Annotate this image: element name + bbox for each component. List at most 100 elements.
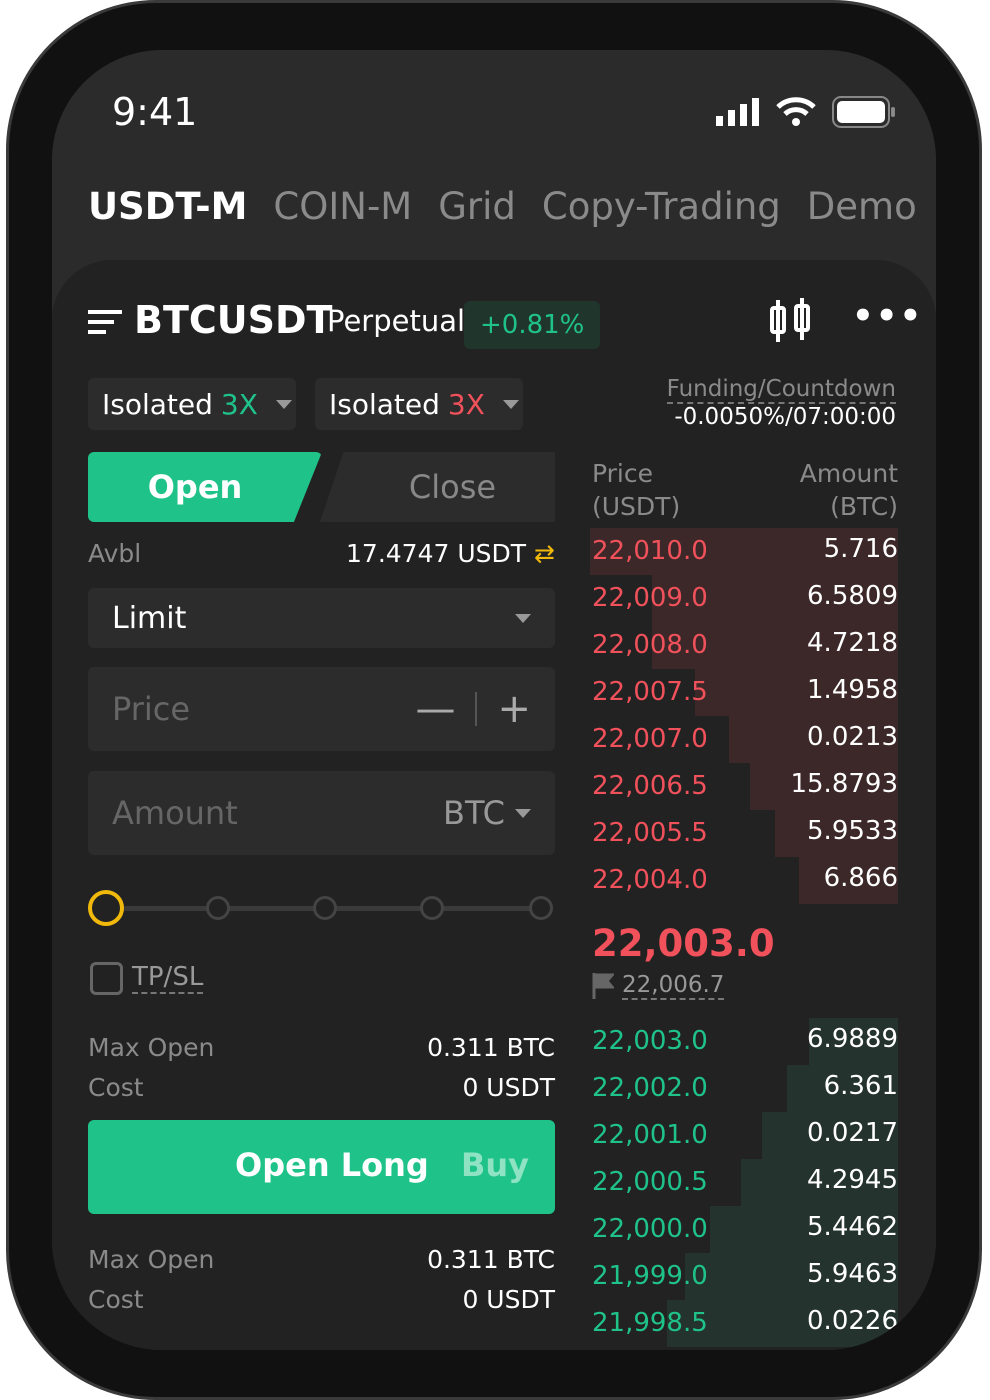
depth-bar xyxy=(651,622,898,669)
slider-step[interactable] xyxy=(313,896,337,920)
caret-down-icon xyxy=(515,808,531,818)
tab-usdt-m[interactable]: USDT-M xyxy=(88,185,248,228)
depth-bar xyxy=(728,716,898,763)
caret-down-icon xyxy=(275,399,292,409)
order-amount: 0.0217 xyxy=(807,1118,898,1148)
order-amount: 0.0213 xyxy=(807,722,898,752)
ask-row[interactable]: 22,007.5 1.4958 xyxy=(590,669,898,716)
status-time: 9:41 xyxy=(112,90,198,134)
depth-bar xyxy=(799,857,898,904)
ask-row[interactable]: 22,009.0 6.5809 xyxy=(590,575,898,622)
depth-bar xyxy=(590,528,898,575)
more-icon[interactable]: ••• xyxy=(852,296,924,336)
depth-bar xyxy=(710,1206,898,1253)
menu-icon[interactable] xyxy=(88,310,122,336)
open-long-label: Open Long xyxy=(235,1146,429,1184)
order-price: 22,006.5 xyxy=(592,771,708,801)
contract-type: Perpetual xyxy=(327,304,466,338)
order-amount: 6.361 xyxy=(823,1071,898,1101)
price-placeholder: Price xyxy=(112,690,191,728)
cost-value: 0 USDT xyxy=(462,1073,555,1102)
tab-demo[interactable]: Demo xyxy=(806,185,917,228)
leverage-value: 3X xyxy=(447,387,485,421)
minus-icon[interactable]: — xyxy=(415,686,456,732)
ask-row[interactable]: 22,005.5 5.9533 xyxy=(590,810,898,857)
order-amount: 6.866 xyxy=(823,863,898,893)
bid-row[interactable]: 22,001.0 0.0217 xyxy=(590,1112,898,1159)
bid-row[interactable]: 22,000.0 5.4462 xyxy=(590,1206,898,1253)
close-tab[interactable]: Close xyxy=(320,452,555,522)
trade-panel: BTCUSDT Perpetual +0.81% ••• Isolated 3X … xyxy=(52,260,936,1350)
ask-row[interactable]: 22,006.5 15.8793 xyxy=(590,763,898,810)
symbol-name[interactable]: BTCUSDT xyxy=(134,298,333,342)
amount-header: Amount (BTC) xyxy=(799,459,898,521)
product-tabs: USDT-M COIN-M Grid Copy-Trading Demo xyxy=(88,185,917,228)
slider-step[interactable] xyxy=(206,896,230,920)
order-price: 22,003.0 xyxy=(592,1026,708,1056)
depth-bar xyxy=(750,763,898,810)
margin-mode-long[interactable]: Isolated 3X xyxy=(88,378,296,430)
order-price: 21,998.5 xyxy=(592,1308,708,1338)
tab-grid[interactable]: Grid xyxy=(438,185,516,228)
depth-bar xyxy=(774,810,898,857)
order-amount: 4.2945 xyxy=(807,1165,898,1195)
bid-row[interactable]: 22,003.0 6.9889 xyxy=(590,1018,898,1065)
ask-row[interactable]: 22,010.0 5.716 xyxy=(590,528,898,575)
max-open-value: 0.311 BTC xyxy=(427,1245,555,1274)
price-input[interactable]: Price — + xyxy=(88,667,555,751)
candlestick-chart-icon[interactable] xyxy=(768,298,814,344)
order-amount: 5.4462 xyxy=(807,1212,898,1242)
order-price: 22,002.0 xyxy=(592,1073,708,1103)
transfer-icon[interactable]: ⇄ xyxy=(534,539,555,568)
open-tab[interactable]: Open xyxy=(88,452,322,522)
order-amount: 6.9889 xyxy=(807,1024,898,1054)
ask-row[interactable]: 22,004.0 6.866 xyxy=(590,857,898,904)
tpsl-label[interactable]: TP/SL xyxy=(132,962,204,994)
order-price: 22,008.0 xyxy=(592,630,708,660)
wifi-icon xyxy=(776,97,816,126)
margin-mode-short[interactable]: Isolated 3X xyxy=(315,378,523,430)
status-icons xyxy=(716,96,896,128)
order-amount: 5.716 xyxy=(823,534,898,564)
slider-handle[interactable] xyxy=(88,890,124,926)
slider-step[interactable] xyxy=(420,896,444,920)
order-price: 21,999.0 xyxy=(592,1261,708,1291)
depth-bar xyxy=(808,1018,898,1065)
bid-row[interactable]: 22,000.5 4.2945 xyxy=(590,1159,898,1206)
ask-row[interactable]: 22,008.0 4.7218 xyxy=(590,622,898,669)
signal-icon xyxy=(716,98,759,126)
max-open-value: 0.311 BTC xyxy=(427,1033,555,1062)
order-type-select[interactable]: Limit xyxy=(88,588,555,648)
ask-row[interactable]: 22,007.0 0.0213 xyxy=(590,716,898,763)
avbl-value: 17.4747 USDT ⇄ xyxy=(346,539,555,568)
mark-price[interactable]: 22,006.7 xyxy=(592,972,725,1000)
order-type-value: Limit xyxy=(112,600,187,636)
order-amount: 1.4958 xyxy=(807,675,898,705)
order-amount: 15.8793 xyxy=(790,769,898,799)
order-price: 22,004.0 xyxy=(592,865,708,895)
tpsl-checkbox[interactable] xyxy=(90,962,123,995)
bid-row[interactable]: 22,002.0 6.361 xyxy=(590,1065,898,1112)
depth-bar xyxy=(651,575,898,622)
margin-mode-label: Isolated xyxy=(102,387,213,421)
open-long-button[interactable]: Open Long Buy xyxy=(88,1120,555,1214)
margin-mode-label: Isolated xyxy=(329,387,440,421)
tab-coin-m[interactable]: COIN-M xyxy=(273,185,413,228)
unit-select[interactable]: BTC xyxy=(443,794,531,832)
funding-info[interactable]: Funding/Countdown -0.0050%/07:00:00 xyxy=(666,376,896,430)
buy-label: Buy xyxy=(460,1146,529,1184)
bid-row[interactable]: 21,999.0 5.9463 xyxy=(590,1253,898,1300)
bid-row[interactable]: 21,998.5 0.0226 xyxy=(590,1300,898,1347)
depth-bar xyxy=(685,1253,898,1300)
funding-value: -0.0050%/07:00:00 xyxy=(674,404,896,430)
amount-input[interactable]: Amount BTC xyxy=(88,771,555,855)
tab-copy-trading[interactable]: Copy-Trading xyxy=(541,185,781,228)
depth-bar xyxy=(740,1159,898,1206)
order-amount: 5.9533 xyxy=(807,816,898,846)
plus-icon[interactable]: + xyxy=(497,686,531,732)
max-open-label: Max Open xyxy=(88,1245,215,1274)
leverage-value: 3X xyxy=(220,387,258,421)
order-price: 22,001.0 xyxy=(592,1120,708,1150)
amount-slider[interactable] xyxy=(88,890,555,926)
slider-step[interactable] xyxy=(529,896,553,920)
